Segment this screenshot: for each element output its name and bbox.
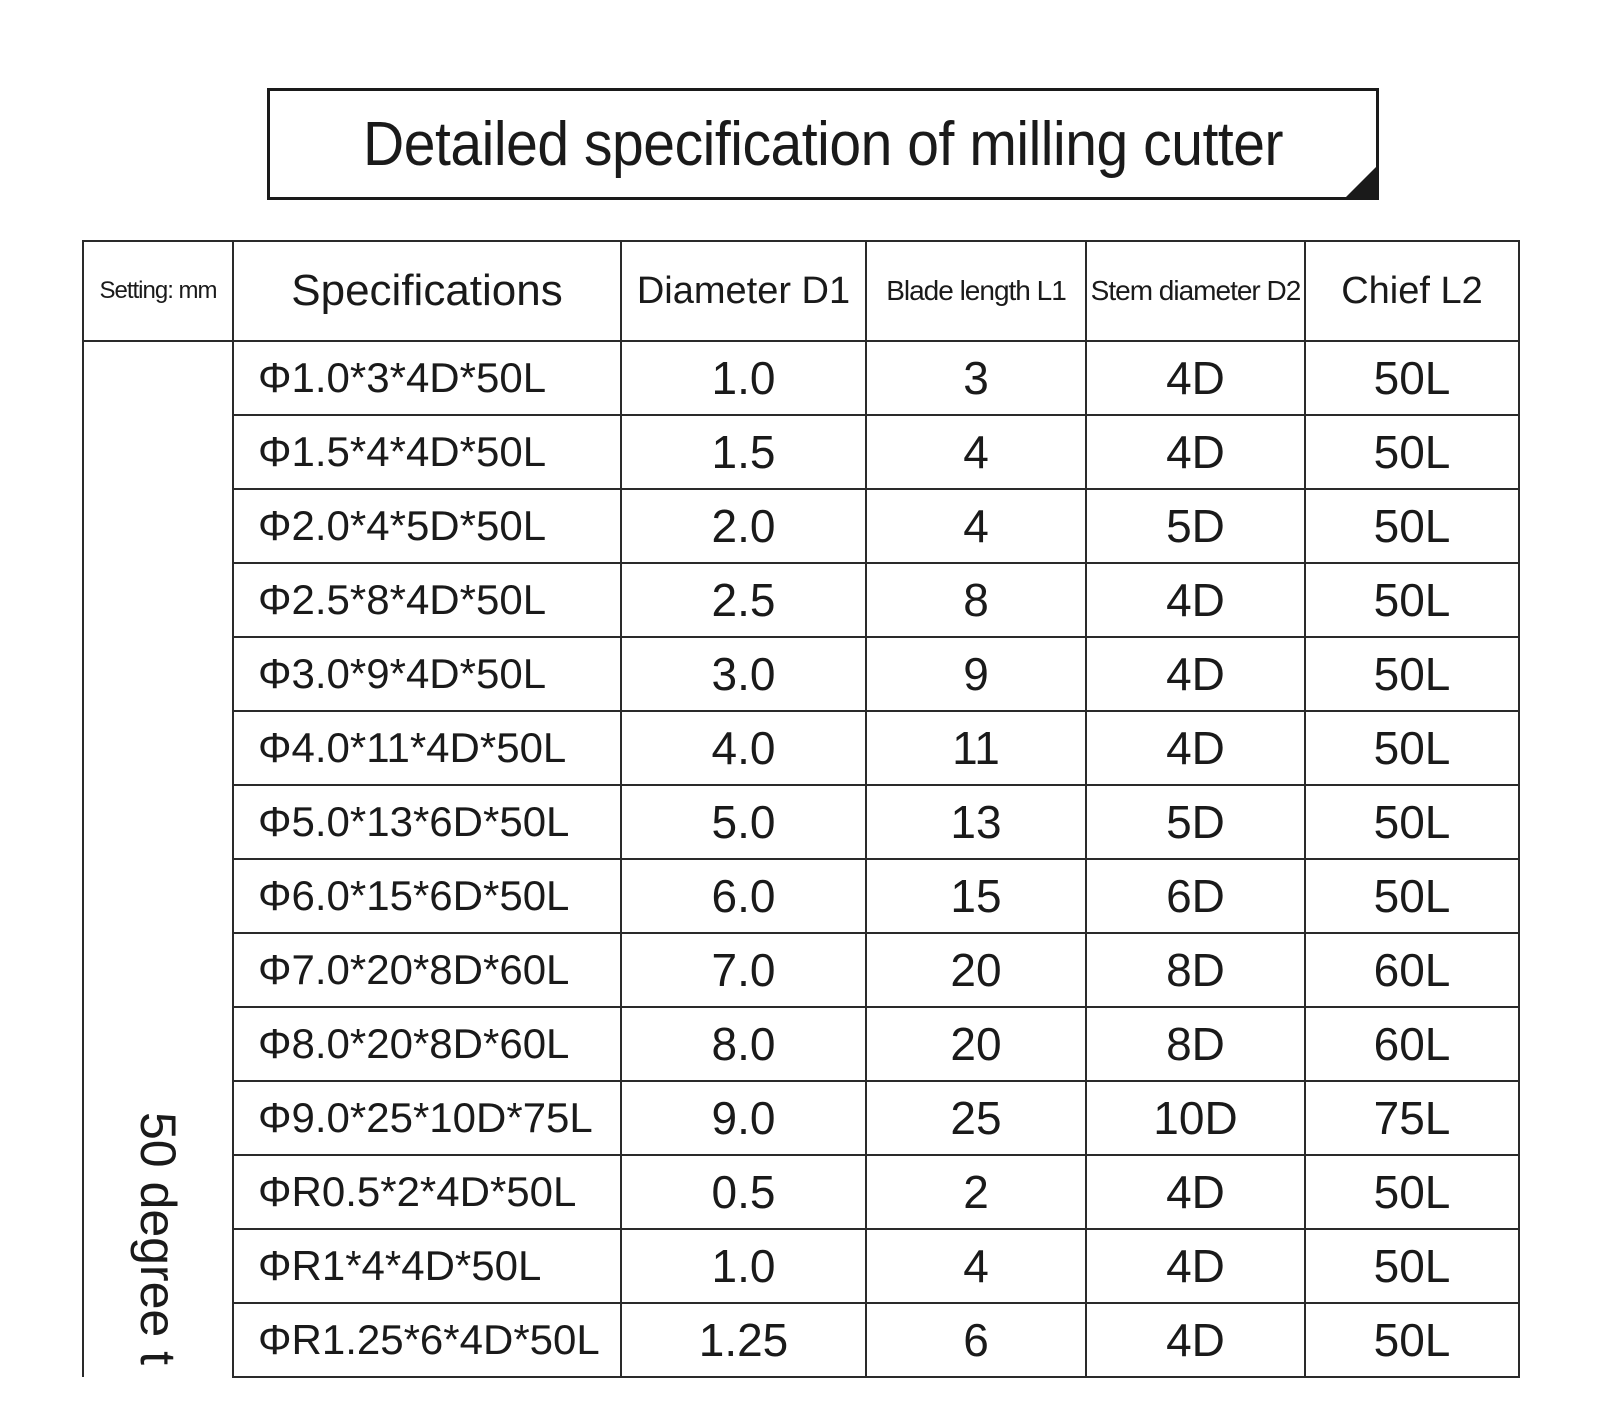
cell-blade-length: 4 [865, 488, 1087, 564]
table-row: 50 degree t Φ1.0*3*4D*50L 1.0 3 4D 50L [82, 340, 1520, 1377]
cell-stem-diameter: 4D [1085, 1228, 1306, 1304]
table-row: Φ3.0*9*4D*50L 3.0 9 4D 50L [83, 636, 1520, 712]
title-box: Detailed specification of milling cutter [267, 88, 1379, 200]
cell-blade-length: 20 [865, 1006, 1087, 1082]
cell-chief: 50L [1304, 340, 1520, 416]
cell-diameter: 6.0 [620, 858, 867, 934]
cell-spec: ΦR0.5*2*4D*50L [232, 1154, 622, 1230]
cell-spec: Φ1.5*4*4D*50L [232, 414, 622, 490]
spec-table: Setting: mm Specifications Diameter D1 B… [82, 240, 1520, 1378]
cell-blade-length: 15 [865, 858, 1087, 934]
side-cell: 50 degree t [82, 340, 234, 1377]
cell-spec: Φ1.0*3*4D*50L [232, 340, 622, 416]
cell-diameter: 1.5 [620, 414, 867, 490]
cell-spec: Φ5.0*13*6D*50L [232, 784, 622, 860]
header-blade-length: Blade length L1 [865, 240, 1087, 342]
cell-diameter: 9.0 [620, 1080, 867, 1156]
cell-spec: Φ3.0*9*4D*50L [232, 636, 622, 712]
cell-stem-diameter: 8D [1085, 932, 1306, 1008]
cell-chief: 50L [1304, 858, 1520, 934]
cell-diameter: 2.0 [620, 488, 867, 564]
cell-chief: 75L [1304, 1080, 1520, 1156]
table-row: Φ8.0*20*8D*60L 8.0 20 8D 60L [83, 1006, 1520, 1082]
cell-stem-diameter: 4D [1085, 1154, 1306, 1230]
table-row: Φ2.0*4*5D*50L 2.0 4 5D 50L [83, 488, 1520, 564]
cell-chief: 50L [1304, 1154, 1520, 1230]
header-specifications: Specifications [232, 240, 622, 342]
table-row: ΦR1*4*4D*50L 1.0 4 4D 50L [83, 1228, 1520, 1304]
header-diameter: Diameter D1 [620, 240, 867, 342]
cell-chief: 50L [1304, 488, 1520, 564]
table-row: Φ4.0*11*4D*50L 4.0 11 4D 50L [83, 710, 1520, 786]
cell-chief: 60L [1304, 932, 1520, 1008]
cell-stem-diameter: 4D [1085, 340, 1306, 416]
cell-chief: 50L [1304, 1228, 1520, 1304]
cell-chief: 50L [1304, 784, 1520, 860]
cell-spec: Φ6.0*15*6D*50L [232, 858, 622, 934]
cell-blade-length: 2 [865, 1154, 1087, 1230]
cell-blade-length: 3 [865, 340, 1087, 416]
cell-chief: 50L [1304, 562, 1520, 638]
table-row: ΦR0.5*2*4D*50L 0.5 2 4D 50L [83, 1154, 1520, 1230]
table-header-row: Setting: mm Specifications Diameter D1 B… [82, 240, 1520, 342]
cell-diameter: 3.0 [620, 636, 867, 712]
cell-spec: Φ8.0*20*8D*60L [232, 1006, 622, 1082]
table-row: Φ5.0*13*6D*50L 5.0 13 5D 50L [83, 784, 1520, 860]
cell-spec: Φ7.0*20*8D*60L [232, 932, 622, 1008]
cell-chief: 50L [1304, 414, 1520, 490]
cell-spec: Φ4.0*11*4D*50L [232, 710, 622, 786]
cell-chief: 50L [1304, 1302, 1520, 1378]
cell-blade-length: 6 [865, 1302, 1087, 1378]
table-row: ΦR1.25*6*4D*50L 1.25 6 4D 50L [83, 1302, 1520, 1378]
cell-stem-diameter: 8D [1085, 1006, 1306, 1082]
cell-blade-length: 4 [865, 414, 1087, 490]
cell-stem-diameter: 4D [1085, 1302, 1306, 1378]
table-row: Φ1.5*4*4D*50L 1.5 4 4D 50L [83, 414, 1520, 490]
cell-stem-diameter: 10D [1085, 1080, 1306, 1156]
cell-blade-length: 25 [865, 1080, 1087, 1156]
table-row: Φ9.0*25*10D*75L 9.0 25 10D 75L [83, 1080, 1520, 1156]
title-corner-decoration [1345, 166, 1376, 197]
header-setting: Setting: mm [82, 240, 234, 342]
cell-diameter: 8.0 [620, 1006, 867, 1082]
cell-spec: ΦR1.25*6*4D*50L [232, 1302, 622, 1378]
cell-chief: 60L [1304, 1006, 1520, 1082]
cell-blade-length: 20 [865, 932, 1087, 1008]
cell-stem-diameter: 4D [1085, 562, 1306, 638]
cell-diameter: 1.25 [620, 1302, 867, 1378]
cell-blade-length: 13 [865, 784, 1087, 860]
cell-diameter: 7.0 [620, 932, 867, 1008]
cell-stem-diameter: 4D [1085, 710, 1306, 786]
cell-blade-length: 8 [865, 562, 1087, 638]
table-body: 50 degree t Φ1.0*3*4D*50L 1.0 3 4D 50L Φ1.5*4*… [82, 340, 1520, 1378]
cell-diameter: 5.0 [620, 784, 867, 860]
table-row: Φ6.0*15*6D*50L 6.0 15 6D 50L [83, 858, 1520, 934]
cell-stem-diameter: 6D [1085, 858, 1306, 934]
cell-spec: Φ2.0*4*5D*50L [232, 488, 622, 564]
cell-spec: Φ9.0*25*10D*75L [232, 1080, 622, 1156]
header-stem-diameter: Stem diameter D2 [1085, 240, 1306, 342]
cell-stem-diameter: 5D [1085, 488, 1306, 564]
cell-diameter: 2.5 [620, 562, 867, 638]
cell-chief: 50L [1304, 636, 1520, 712]
table-row: Φ2.5*8*4D*50L 2.5 8 4D 50L [83, 562, 1520, 638]
cell-stem-diameter: 4D [1085, 414, 1306, 490]
table-row: Φ7.0*20*8D*60L 7.0 20 8D 60L [83, 932, 1520, 1008]
side-label: 50 degree t [130, 1112, 186, 1365]
cell-stem-diameter: 4D [1085, 636, 1306, 712]
cell-diameter: 4.0 [620, 710, 867, 786]
cell-blade-length: 11 [865, 710, 1087, 786]
header-chief: Chief L2 [1304, 240, 1520, 342]
cell-diameter: 1.0 [620, 340, 867, 416]
cell-diameter: 0.5 [620, 1154, 867, 1230]
cell-blade-length: 9 [865, 636, 1087, 712]
cell-spec: Φ2.5*8*4D*50L [232, 562, 622, 638]
cell-diameter: 1.0 [620, 1228, 867, 1304]
cell-spec: ΦR1*4*4D*50L [232, 1228, 622, 1304]
page-title: Detailed specification of milling cutter [362, 109, 1284, 179]
cell-blade-length: 4 [865, 1228, 1087, 1304]
cell-stem-diameter: 5D [1085, 784, 1306, 860]
cell-chief: 50L [1304, 710, 1520, 786]
